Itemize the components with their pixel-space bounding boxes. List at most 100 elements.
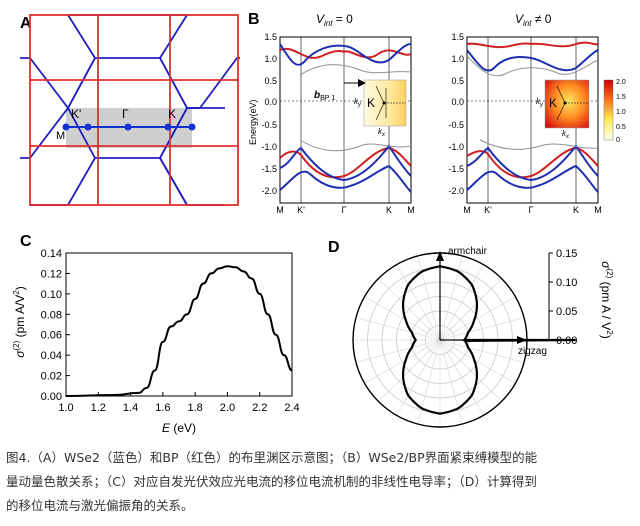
x-tick-label: 1.6	[155, 402, 170, 414]
ghost-band-1	[299, 64, 411, 76]
svg-text:Γ: Γ	[342, 205, 347, 215]
polar-spoke	[355, 339, 441, 363]
svg-text:Γ: Γ	[529, 205, 534, 215]
panel-b-title-left: Vint = 0	[316, 12, 353, 28]
svg-text:K: K	[549, 96, 557, 110]
polar-spoke	[439, 339, 463, 425]
polar-spoke	[439, 339, 516, 384]
plot-c-x-ticks: 1.0 1.2 1.4 1.6 1.8 2.0 2.2 2.4	[58, 392, 300, 414]
svg-text:0.5: 0.5	[264, 76, 277, 86]
plot-c-frame	[65, 252, 293, 397]
panel-b: B Vint = 0 Vint ≠ 0 Energy(eV)	[248, 11, 626, 215]
y-tick-label: 0.10	[41, 289, 62, 301]
armchair-arrow-icon	[436, 251, 444, 261]
y-tick-label: 0.04	[41, 350, 62, 362]
x-tick-label: 2.0	[220, 402, 235, 414]
polar-spoke	[439, 339, 525, 363]
inset-kx-label: kx	[378, 127, 386, 138]
polar-spoke	[439, 255, 463, 341]
x-tick-label: 1.4	[123, 402, 138, 414]
ghost-band-2	[299, 139, 411, 152]
svg-text:0.5: 0.5	[451, 76, 464, 86]
panel-b-label: B	[248, 11, 260, 28]
polar-spoke	[417, 339, 441, 425]
wse2-valence-band	[280, 144, 411, 182]
figure-4: A K' Γ K	[12, 11, 626, 435]
energy-axis-label: Energy(eV)	[248, 99, 258, 145]
svg-text:M: M	[407, 205, 415, 215]
polar-spoke	[439, 339, 484, 416]
svg-text:2.0: 2.0	[616, 79, 626, 86]
scale-tick-label: 0.05	[556, 306, 577, 318]
inset-bz-right: K ky kx	[536, 79, 590, 140]
scale-tick-label: 0.10	[556, 277, 577, 289]
point-m-right	[188, 123, 196, 131]
y-tick-label: 0.02	[41, 371, 62, 383]
svg-text:kx: kx	[562, 129, 570, 140]
svg-text:-0.5: -0.5	[448, 120, 464, 130]
polar-spoke	[355, 317, 441, 341]
polar-spoke	[364, 339, 441, 384]
point-k	[164, 123, 172, 131]
svg-text:-2.0: -2.0	[261, 186, 277, 196]
wse2-valence-band-2	[280, 164, 411, 193]
caption-line: 的移位电流与激光偏振角的关系。	[6, 498, 194, 513]
x-tick-label: 2.2	[252, 402, 267, 414]
plot-c-ylabel: σ(2) (pm A/V2)	[12, 286, 27, 358]
y-tick-label: 0.12	[41, 268, 62, 280]
inset-bz-left: K ky kx bBP 1	[314, 79, 407, 138]
figure-caption: 图4.（A）WSe2（蓝色）和BP（红色）的布里渊区示意图；（B）WSe2/BP…	[6, 446, 634, 518]
svg-text:ky: ky	[536, 97, 544, 108]
polar-spoke	[439, 296, 516, 341]
polar-spoke	[396, 264, 441, 341]
inset-b-label: bBP 1	[314, 90, 335, 102]
svg-text:0.0: 0.0	[451, 97, 464, 107]
x-tick-label: 2.4	[284, 402, 299, 414]
polar-spoke	[378, 278, 441, 341]
left-x-ticks: M K' Γ K M	[276, 205, 415, 215]
inset-ky-label: ky	[354, 97, 362, 108]
inset-k-label: K	[367, 96, 375, 110]
plot-c-y-ticks: 0.00 0.02 0.04 0.06 0.08 0.10 0.12 0.14	[41, 248, 70, 403]
label-m: M	[56, 130, 65, 142]
panel-d: D armchair zigzag 0.15 0.10 0.05 0.00 σ(2) …	[328, 239, 614, 428]
point-k-prime	[84, 123, 92, 131]
band-plot-vint-zero: K ky kx bBP 1 1.5 1.0 0.5 0.0 -0.5 -1.0 …	[261, 32, 414, 215]
y-tick-label: 0.00	[41, 391, 62, 403]
svg-text:1.0: 1.0	[264, 54, 277, 64]
svg-text:M: M	[463, 205, 471, 215]
scale-tick-label: 0.15	[556, 248, 577, 260]
svg-text:1.0: 1.0	[616, 109, 626, 116]
y-tick-label: 0.14	[41, 248, 62, 260]
svg-text:-0.5: -0.5	[261, 120, 277, 130]
y-tick-label: 0.08	[41, 309, 62, 321]
armchair-label: armchair	[448, 246, 488, 257]
x-tick-label: 1.0	[58, 402, 73, 414]
right-x-ticks: M K' Γ K M	[463, 205, 602, 215]
x-tick-label: 1.2	[91, 402, 106, 414]
x-tick-label: 1.8	[187, 402, 202, 414]
polar-spoke	[378, 339, 441, 402]
svg-text:M: M	[594, 205, 602, 215]
polar-spoke	[364, 296, 441, 341]
svg-text:1.5: 1.5	[616, 94, 626, 101]
point-m-left	[62, 123, 70, 131]
polar-spoke	[439, 339, 502, 402]
polar-spoke	[439, 278, 502, 341]
svg-text:K': K'	[484, 205, 492, 215]
polar-scale-ticks: 0.15 0.10 0.05 0.00	[549, 248, 577, 347]
panel-b-title-right: Vint ≠ 0	[515, 12, 552, 28]
panel-a-label: A	[20, 15, 32, 32]
caption-line: 量动量色散关系；（C）对应自发光伏效应光电流的移位电流机制的非线性电导率；（D）…	[6, 474, 537, 489]
point-gamma	[124, 123, 132, 131]
svg-text:-2.0: -2.0	[448, 186, 464, 196]
svg-text:-1.0: -1.0	[448, 142, 464, 152]
band-plot-vint-nonzero: K ky kx 1.5 1.0 0.5 0.0 -0.5 -1.0 -1.5 -…	[448, 32, 601, 215]
polar-spoke	[439, 264, 484, 341]
plot-d-ylabel: σ(2) (pm A / V2)	[599, 261, 614, 339]
polar-spoke	[439, 317, 525, 341]
wse2-conduction-band	[280, 43, 411, 66]
svg-text:-1.5: -1.5	[448, 164, 464, 174]
panel-a: A K' Γ K	[20, 14, 240, 206]
zigzag-arrow-icon	[517, 336, 527, 344]
